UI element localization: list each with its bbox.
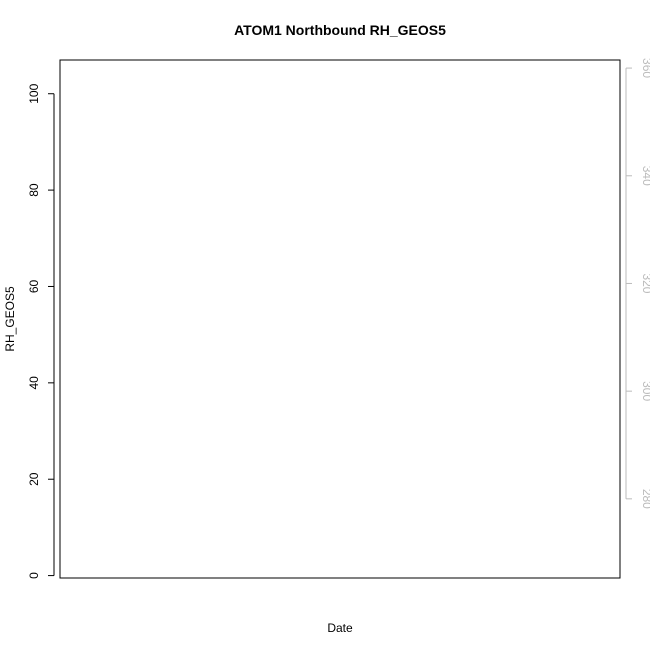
y2-tick-label: 360 (640, 58, 650, 78)
y2-tick-label: 320 (640, 273, 650, 293)
plot-frame (59, 59, 621, 579)
y-tick-label: 60 (27, 279, 41, 293)
y-tick-label: 0 (27, 572, 41, 579)
y-axis-label: RH_GEOS5 (3, 286, 17, 352)
y-tick-label: 100 (27, 83, 41, 103)
chart-title: ATOM1 Northbound RH_GEOS5 (234, 22, 446, 38)
y-tick-label: 20 (27, 472, 41, 486)
y-tick-label: 40 (27, 376, 41, 390)
y2-axis: 280 300 320 340 360 (625, 58, 650, 509)
x-axis-label: Date (327, 621, 353, 635)
y2-tick-label: 300 (640, 381, 650, 401)
y-axis: 0 20 40 60 80 100 (27, 83, 55, 579)
y2-tick-label: 280 (640, 489, 650, 509)
y2-tick-label: 340 (640, 166, 650, 186)
y-tick-label: 80 (27, 183, 41, 197)
